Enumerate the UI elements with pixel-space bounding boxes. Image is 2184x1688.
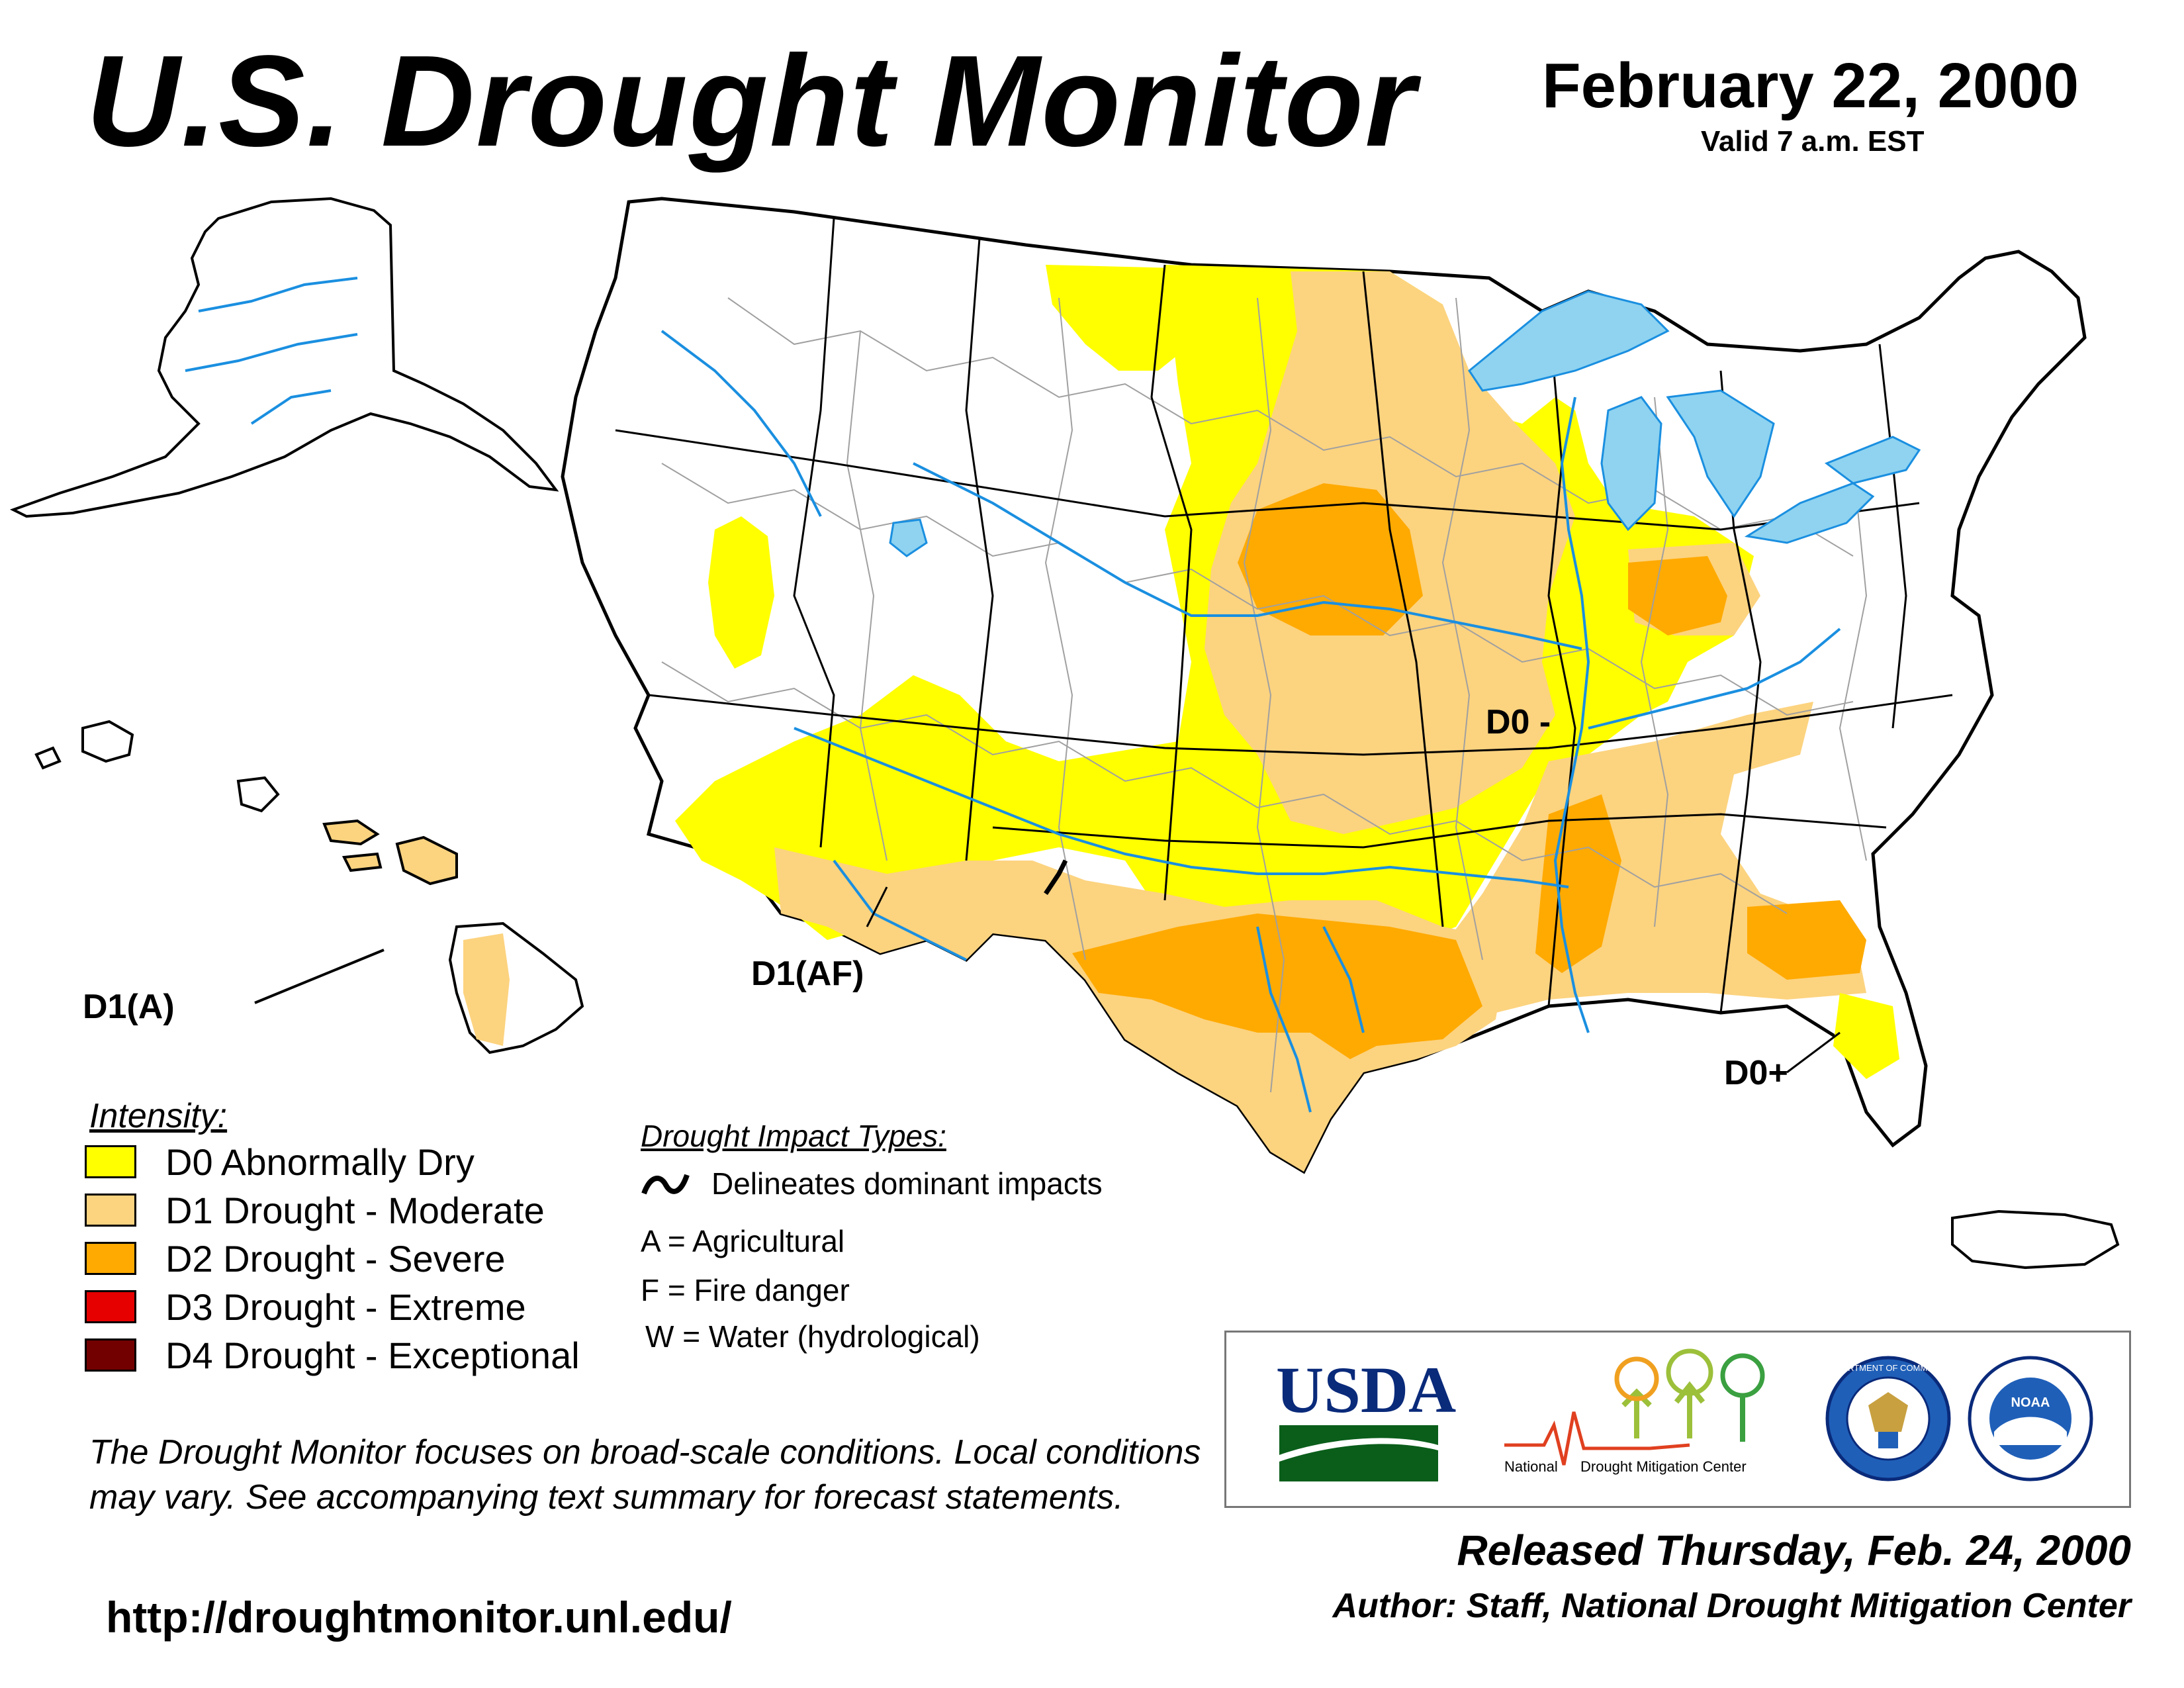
legend-swatch (85, 1194, 136, 1227)
map-label-d0-minus: D0 - (1486, 703, 1551, 741)
alaska (9, 197, 559, 518)
legend-swatch (85, 1290, 136, 1323)
legend-label: D1 Drought - Moderate (165, 1189, 545, 1231)
legend-label: D2 Drought - Severe (165, 1237, 506, 1280)
impact-type-fire: F = Fire danger (641, 1273, 850, 1307)
map-date: February 22, 2000 (1542, 50, 2079, 121)
author-credit: Author: Staff, National Drought Mitigati… (1332, 1587, 2131, 1625)
logo-panel: USDA National Drought Mitigation Center … (1224, 1331, 2131, 1508)
legend-label: D0 Abnormally Dry (165, 1141, 475, 1183)
map-label-d1a: D1(A) (83, 988, 175, 1026)
impact-type-agricultural: A = Agricultural (641, 1224, 845, 1258)
legend-swatch (85, 1242, 136, 1275)
legend-item-d0: D0 Abnormally Dry (85, 1141, 475, 1183)
legend-swatch (85, 1338, 136, 1372)
noaa-logo: NOAA (1968, 1356, 2093, 1481)
impact-delineates: Delineates dominant impacts (711, 1166, 1103, 1201)
map-title: U.S. Drought Monitor (86, 28, 1417, 173)
legend-item-d1: D1 Drought - Moderate (85, 1189, 545, 1231)
impact-types-heading: Drought Impact Types: (641, 1119, 946, 1153)
hawaii (34, 720, 584, 1055)
noaa-logo-text: NOAA (2011, 1395, 2050, 1410)
puerto-rico (1951, 1209, 2120, 1270)
doc-seal-text: DEPARTMENT OF COMMERCE (1825, 1363, 1952, 1373)
legend-item-d2: D2 Drought - Severe (85, 1237, 506, 1280)
ndmc-logo-text-b: Drought Mitigation Center (1580, 1458, 1747, 1475)
usda-logo: USDA (1276, 1353, 1456, 1481)
contiguous-us (561, 197, 2087, 1174)
partner-logos: USDA National Drought Mitigation Center … (1276, 1348, 2093, 1481)
doc-seal: DEPARTMENT OF COMMERCE (1825, 1356, 1952, 1481)
impact-line-icon (641, 1174, 690, 1195)
legend-item-d3: D3 Drought - Extreme (85, 1286, 526, 1328)
legend-item-d4: D4 Drought - Exceptional (85, 1334, 580, 1376)
released-date: Released Thursday, Feb. 24, 2000 (1457, 1526, 2131, 1574)
usda-logo-text: USDA (1276, 1353, 1456, 1427)
legend-swatch (85, 1145, 136, 1178)
ndmc-logo-text-a: National (1504, 1458, 1558, 1475)
impact-type-water: W = Water (hydrological) (645, 1319, 980, 1354)
ndmc-logo: National Drought Mitigation Center (1504, 1348, 1765, 1475)
legend-label: D4 Drought - Exceptional (165, 1334, 580, 1376)
website-link[interactable]: http://droughtmonitor.unl.edu/ (106, 1593, 732, 1642)
map-label-d0-plus: D0+ (1724, 1054, 1788, 1092)
legend-label: D3 Drought - Extreme (165, 1286, 526, 1328)
legend-heading: Intensity: (89, 1097, 228, 1135)
map-label-d1af: D1(AF) (751, 955, 864, 993)
valid-time: Valid 7 a.m. EST (1701, 125, 1925, 158)
disclaimer: The Drought Monitor focuses on broad-sca… (89, 1433, 1201, 1517)
